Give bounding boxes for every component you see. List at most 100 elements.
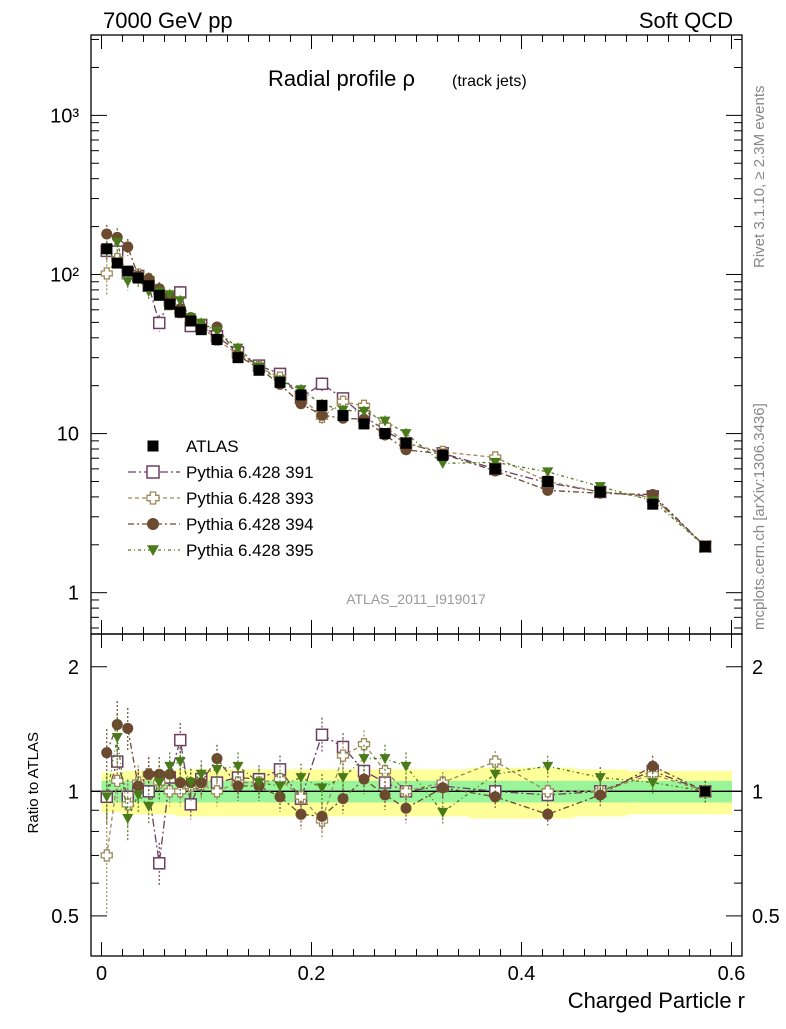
x-tick-label: 0.6: [718, 963, 746, 985]
ratio-point: [101, 792, 113, 803]
main-point: [164, 290, 176, 301]
ratio-point: [437, 782, 449, 794]
ratio-point: [542, 808, 554, 820]
data-point: [295, 389, 307, 401]
data-point: [274, 376, 286, 388]
data-point: [358, 418, 370, 430]
ratio-point: [316, 783, 328, 794]
ratio-point: [185, 778, 197, 789]
ratio-point: [542, 761, 554, 772]
data-point: [195, 324, 207, 336]
ratio-point: [121, 798, 134, 811]
ratio-point: [400, 761, 412, 772]
main-point: [400, 429, 412, 440]
chart-title: Radial profile ρ: [268, 66, 415, 91]
ratio-point: [111, 719, 123, 731]
analysis-label: ATLAS_2011_I919017: [346, 591, 486, 607]
ratio-point: [647, 760, 659, 772]
ratio-point: [174, 757, 186, 768]
ratio-point: [358, 754, 370, 765]
ratio-point: [489, 755, 502, 768]
ratio-point: [153, 778, 165, 789]
ratio-point: [101, 747, 113, 759]
ratio-point: [336, 749, 350, 762]
data-point: [164, 298, 176, 310]
ratio-point: [489, 769, 501, 780]
header-right: Soft QCD: [639, 8, 733, 33]
main-point: [437, 458, 449, 469]
legend-marker: [146, 465, 160, 479]
data-point: [232, 352, 244, 364]
ratio-point: [232, 780, 244, 792]
ratio-point: [163, 785, 176, 798]
x-axis-label: Charged Particle r: [568, 988, 745, 1013]
data-point: [174, 306, 186, 318]
main-point: [111, 237, 123, 248]
ratio-point: [315, 728, 329, 742]
series-layer: [100, 224, 712, 553]
data-point: [647, 498, 659, 510]
legend-label-atlas: ATLAS: [186, 437, 239, 456]
ratio-layer: [100, 701, 712, 915]
data-point: [594, 486, 606, 498]
ratio-y-tick-label: 2: [68, 657, 79, 679]
x-tick-label: 0.4: [508, 963, 536, 985]
ratio-point: [132, 790, 144, 801]
ratio-point: [143, 768, 155, 780]
ratio-point: [210, 785, 224, 798]
ratio-data-point: [700, 786, 711, 797]
main-point: [542, 484, 554, 496]
main-point: [174, 296, 186, 307]
ratio-point: [400, 802, 412, 814]
ratio-data-atlas: [700, 786, 711, 797]
ratio-point: [253, 778, 265, 789]
data-point: [143, 280, 155, 292]
ratio-point: [153, 857, 166, 870]
legend-marker: [147, 545, 159, 556]
rivet-label: Rivet 3.1.10, ≥ 2.3M events: [751, 86, 768, 269]
ratio-point: [295, 808, 307, 820]
ratio-point: [122, 814, 134, 824]
x-tick-label: 0: [96, 963, 107, 985]
ratio-point: [174, 785, 187, 798]
main-point: [358, 406, 370, 417]
ratio-point: [211, 753, 223, 765]
data-point: [699, 541, 711, 553]
ratio-point: [541, 785, 554, 798]
ratio-point: [337, 793, 349, 805]
data-point: [253, 364, 265, 376]
header-left: 7000 GeV pp: [103, 8, 233, 33]
ratio-point: [647, 778, 659, 789]
ratio-point: [594, 789, 606, 801]
data-point: [101, 243, 113, 255]
main-y-tick-label: 10³: [50, 105, 79, 127]
mcplots-label: mcplots.cern.ch [arXiv:1306.3436]: [751, 403, 768, 630]
data-point: [437, 449, 449, 461]
ratio-point: [294, 790, 308, 803]
legend-marker: [147, 440, 159, 452]
ratio-point: [378, 764, 392, 778]
data-point: [111, 257, 123, 269]
main-point: [316, 409, 328, 421]
ratio-y-axis-label: Ratio to ATLAS: [25, 732, 42, 833]
ratio-point: [379, 789, 391, 801]
chart-subtitle: (track jets): [452, 73, 527, 90]
legend-label: Pythia 6.428 395: [186, 541, 314, 560]
ratio-point: [274, 781, 286, 792]
ratio-y-tick-label-right: 0.5: [752, 906, 780, 928]
main-point: [542, 467, 554, 478]
main-point: [379, 416, 391, 427]
data-point: [153, 289, 165, 301]
ratio-point: [195, 769, 207, 780]
main-point: [295, 398, 307, 410]
ratio-point: [358, 773, 370, 785]
ratio-point: [399, 785, 413, 798]
ratio-point: [489, 791, 501, 803]
ratio-point: [111, 774, 124, 788]
data-point: [122, 265, 134, 277]
ratio-point: [337, 773, 349, 784]
ratio-y-tick-label: 1: [68, 781, 79, 803]
ratio-point: [184, 798, 197, 811]
main-point: [211, 326, 223, 337]
